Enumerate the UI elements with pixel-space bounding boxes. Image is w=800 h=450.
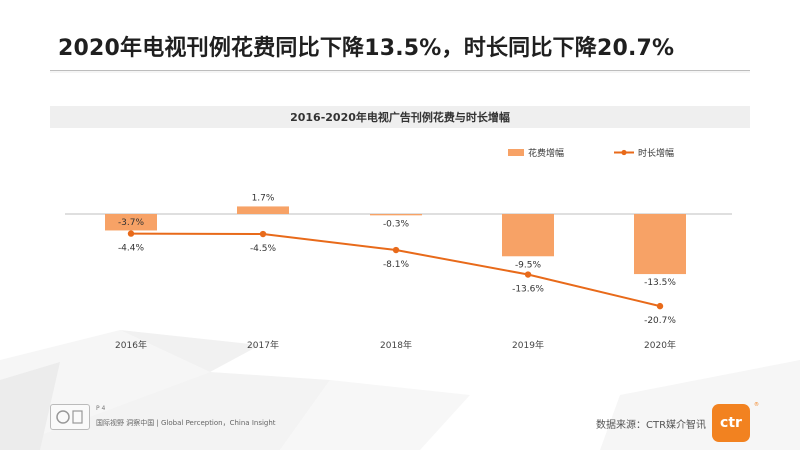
data-source: 数据来源：CTR媒介智讯	[596, 420, 707, 431]
slide-title: 2020年电视刊例花费同比下降13.5%，时长同比下降20.7%	[58, 36, 675, 61]
legend-swatch-spend	[508, 149, 524, 156]
line-label-4: -20.7%	[644, 316, 676, 326]
point-duration-3	[524, 271, 532, 278]
bar-spend-1	[237, 206, 289, 214]
bar-label-3: -9.5%	[515, 260, 542, 270]
x-tick-label-0: 2016年	[115, 339, 147, 351]
certification-logo	[50, 404, 90, 430]
bar-label-0: -3.7%	[118, 218, 145, 228]
chart-title: 2016-2020年电视广告刊例花费与时长增幅	[50, 106, 750, 128]
legend-label-spend: 花费增幅	[528, 147, 564, 159]
point-duration-1	[259, 230, 267, 238]
registered-mark: ®	[754, 402, 759, 408]
point-duration-4	[656, 302, 664, 310]
bar-spend-3	[502, 214, 554, 257]
x-tick-label-4: 2020年	[644, 339, 676, 351]
certification-icon	[56, 410, 83, 424]
line-label-3: -13.6%	[512, 285, 544, 295]
ctr-logo: ctr	[712, 404, 750, 442]
bar-label-4: -13.5%	[644, 278, 676, 288]
line-label-0: -4.4%	[118, 244, 145, 254]
bar-spend-4	[634, 214, 686, 275]
bar-spend-2	[370, 214, 422, 216]
page-number: P 4	[96, 405, 106, 412]
bar-spend-0	[105, 214, 157, 231]
x-tick-label-1: 2017年	[247, 339, 279, 351]
line-label-1: -4.5%	[250, 244, 277, 254]
point-duration-0	[127, 230, 135, 237]
bar-label-1: 1.7%	[252, 193, 275, 203]
line-label-2: -8.1%	[383, 260, 410, 270]
x-tick-label-2: 2018年	[380, 339, 412, 351]
title-divider	[50, 70, 750, 73]
x-tick-label-3: 2019年	[512, 339, 544, 351]
point-duration-2	[392, 246, 400, 254]
legend-marker-duration	[621, 149, 627, 156]
bar-label-2: -0.3%	[383, 219, 410, 229]
legend-label-duration: 时长增幅	[638, 147, 674, 159]
tagline: 国际视野 洞察中国 | Global Perception，China Insi…	[96, 419, 276, 427]
